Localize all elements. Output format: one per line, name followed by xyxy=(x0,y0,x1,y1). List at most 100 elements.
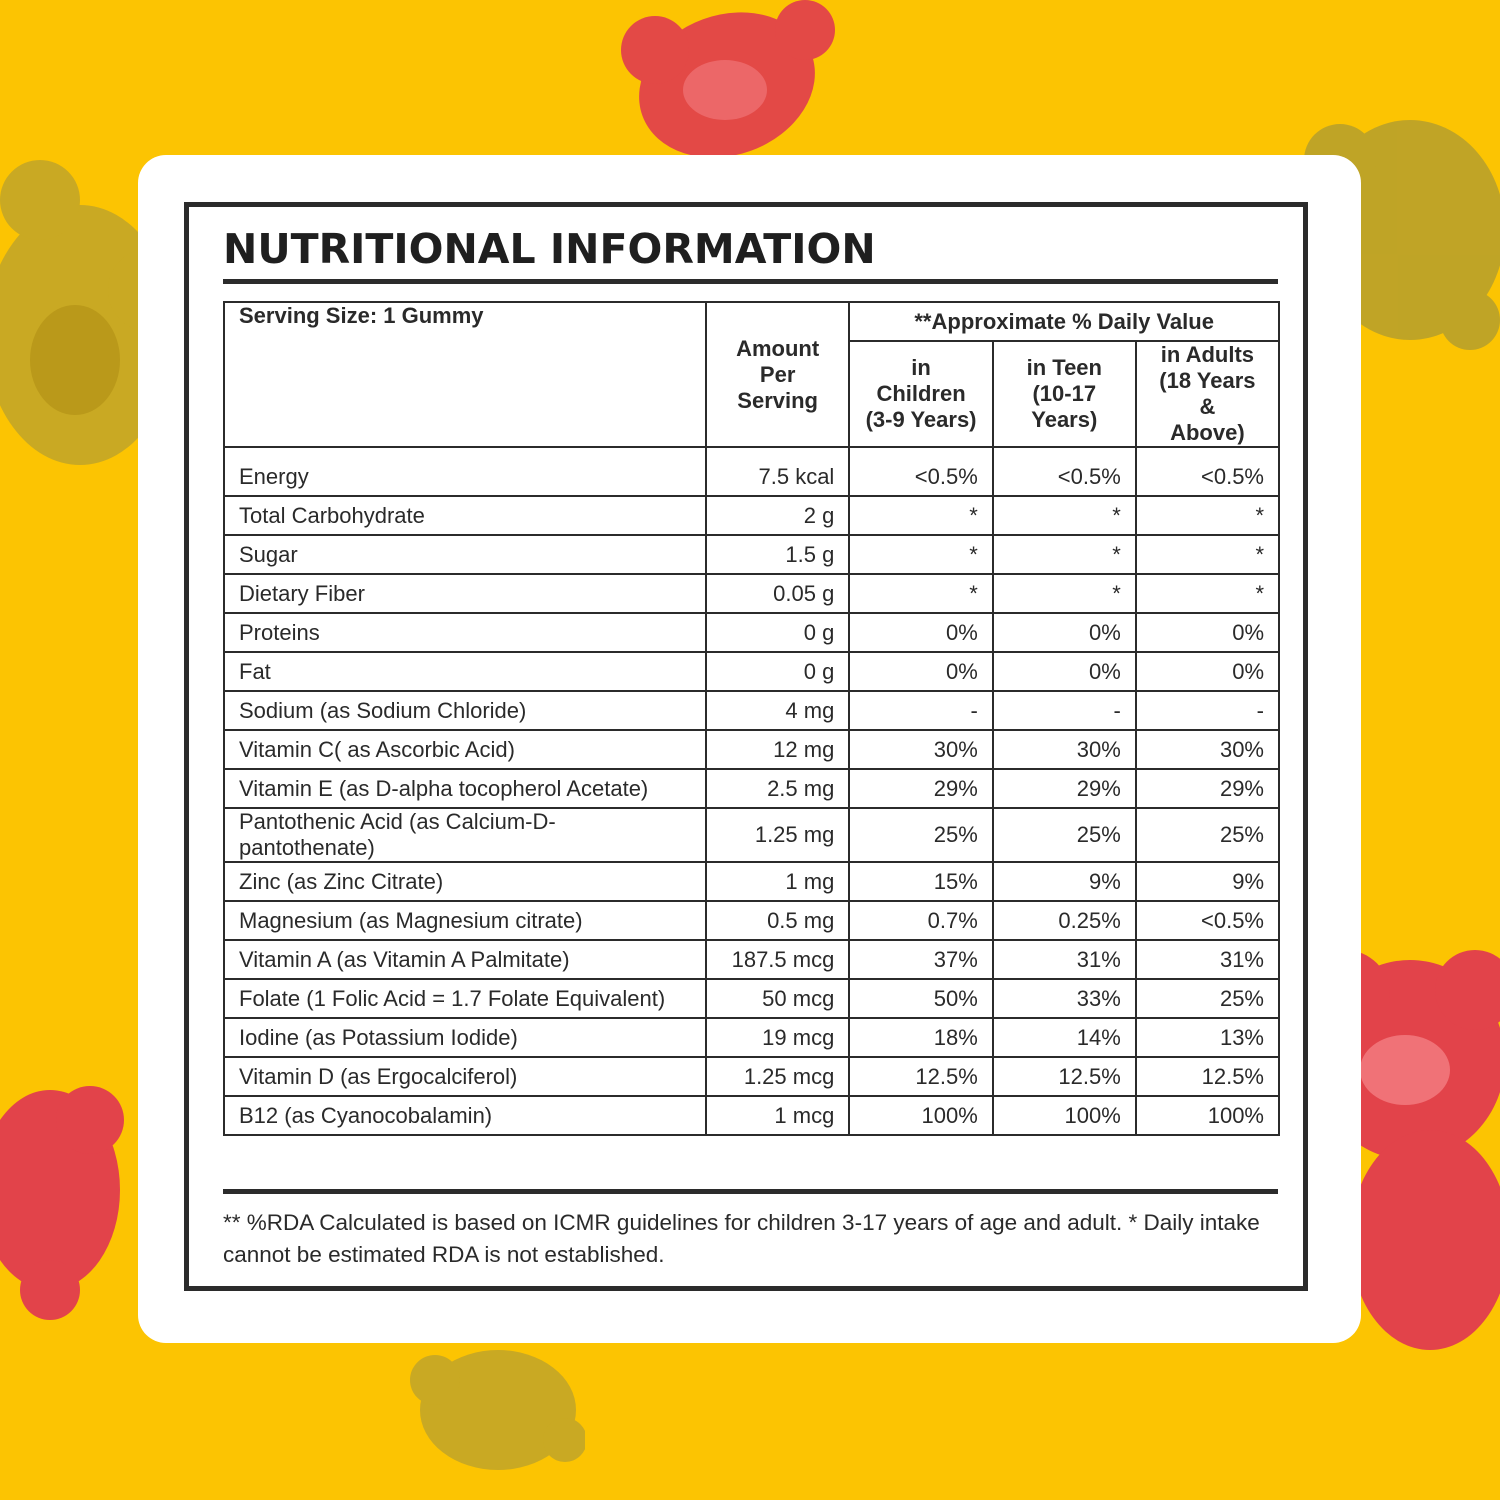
red-gummy-bear-icon xyxy=(621,0,835,158)
dv-adults: 25% xyxy=(1134,807,1281,863)
table-row: Proteins 0 g 0% 0% 0% xyxy=(223,612,1281,653)
nutrition-table: Serving Size: 1 Gummy Amount Per Serving … xyxy=(223,301,1281,1136)
daily-value-header: **Approximate % Daily Value xyxy=(848,301,1280,342)
nutrition-frame: NUTRITIONAL INFORMATION Serving Size: 1 … xyxy=(184,202,1308,1291)
table-row: Zinc (as Zinc Citrate) 1 mg 15% 9% 9% xyxy=(223,861,1281,902)
dv-adults: * xyxy=(1134,495,1281,536)
nutrient-name: Fat xyxy=(223,651,707,692)
teen-header: in Teen (10-17 Years) xyxy=(991,340,1137,448)
dv-teen: * xyxy=(991,495,1137,536)
serving-size: Serving Size: 1 Gummy xyxy=(223,301,707,448)
nutrient-name: Vitamin E (as D-alpha tocopherol Acetate… xyxy=(223,768,707,809)
nutrient-name: Magnesium (as Magnesium citrate) xyxy=(223,900,707,941)
table-row: Total Carbohydrate 2 g * * * xyxy=(223,495,1281,536)
dv-children: 18% xyxy=(848,1017,994,1058)
dv-adults: * xyxy=(1134,534,1281,575)
dv-teen: 0% xyxy=(991,651,1137,692)
amount-per-serving: 19 mcg xyxy=(704,1017,851,1058)
dv-adults: 29% xyxy=(1134,768,1281,809)
dv-teen: 0% xyxy=(991,612,1137,653)
dv-teen: * xyxy=(991,573,1137,614)
dv-teen: 14% xyxy=(991,1017,1137,1058)
red-gummy-bear-icon xyxy=(0,1086,124,1320)
table-row: Sugar 1.5 g * * * xyxy=(223,534,1281,575)
table-row: Energy 7.5 kcal <0.5% <0.5% <0.5% xyxy=(223,446,1281,497)
dv-children: 37% xyxy=(848,939,994,980)
amount-per-serving: 1.25 mcg xyxy=(704,1056,851,1097)
nutrient-name: Vitamin C( as Ascorbic Acid) xyxy=(223,729,707,770)
amount-per-serving: 0 g xyxy=(704,612,851,653)
amount-per-serving: 2 g xyxy=(704,495,851,536)
dv-children: 12.5% xyxy=(848,1056,994,1097)
dv-adults: 13% xyxy=(1134,1017,1281,1058)
table-row: Folate (1 Folic Acid = 1.7 Folate Equiva… xyxy=(223,978,1281,1019)
dv-teen: 0.25% xyxy=(991,900,1137,941)
amount-per-serving: 1 mcg xyxy=(704,1095,851,1136)
dv-children: 29% xyxy=(848,768,994,809)
amount-per-serving: 4 mg xyxy=(704,690,851,731)
dv-adults: * xyxy=(1134,573,1281,614)
dv-teen: 25% xyxy=(991,807,1137,863)
title-divider xyxy=(223,279,1278,284)
table-row: Vitamin E (as D-alpha tocopherol Acetate… xyxy=(223,768,1281,809)
dv-adults: 25% xyxy=(1134,978,1281,1019)
nutrient-name: Sodium (as Sodium Chloride) xyxy=(223,690,707,731)
footnote: ** %RDA Calculated is based on ICMR guid… xyxy=(223,1210,1260,1267)
table-row: Vitamin A (as Vitamin A Palmitate) 187.5 … xyxy=(223,939,1281,980)
dv-adults: 9% xyxy=(1134,861,1281,902)
nutrient-name: B12 (as Cyanocobalamin) xyxy=(223,1095,707,1136)
dv-adults: 0% xyxy=(1134,651,1281,692)
table-row: Iodine (as Potassium Iodide) 19 mcg 18% 14%… xyxy=(223,1017,1281,1058)
nutrient-name: Total Carbohydrate xyxy=(223,495,707,536)
table-row: B12 (as Cyanocobalamin) 1 mcg 100% 100% 100% xyxy=(223,1095,1281,1136)
dv-teen: 29% xyxy=(991,768,1137,809)
dv-children: * xyxy=(848,573,994,614)
dv-teen: 9% xyxy=(991,861,1137,902)
dv-teen: 12.5% xyxy=(991,1056,1137,1097)
nutrient-name: Zinc (as Zinc Citrate) xyxy=(223,861,707,902)
amount-per-serving: 0.5 mg xyxy=(704,900,851,941)
nutrient-name: Vitamin D (as Ergocalciferol) xyxy=(223,1056,707,1097)
dv-children: - xyxy=(848,690,994,731)
amount-header: Amount Per Serving xyxy=(704,301,851,448)
dv-children: 100% xyxy=(848,1095,994,1136)
dv-teen: 100% xyxy=(991,1095,1137,1136)
dv-children: 50% xyxy=(848,978,994,1019)
nutrient-name: Sugar xyxy=(223,534,707,575)
table-row: Magnesium (as Magnesium citrate) 0.5 mg 0.… xyxy=(223,900,1281,941)
nutrient-name: Iodine (as Potassium Iodide) xyxy=(223,1017,707,1058)
red-gummy-bear-icon xyxy=(1300,950,1500,1350)
amount-per-serving: 1 mg xyxy=(704,861,851,902)
dv-children: 30% xyxy=(848,729,994,770)
dv-teen: 31% xyxy=(991,939,1137,980)
dv-adults: 12.5% xyxy=(1134,1056,1281,1097)
children-header: in Children (3-9 Years) xyxy=(848,340,994,448)
dv-adults: 31% xyxy=(1134,939,1281,980)
amount-per-serving: 0.05 g xyxy=(704,573,851,614)
dv-children: 0% xyxy=(848,651,994,692)
adults-header: in Adults (18 Years & Above) xyxy=(1134,340,1281,448)
amount-per-serving: 12 mg xyxy=(704,729,851,770)
amount-per-serving: 1.25 mg xyxy=(704,807,851,863)
page-title: NUTRITIONAL INFORMATION xyxy=(223,225,876,273)
nutrient-name: Folate (1 Folic Acid = 1.7 Folate Equiva… xyxy=(223,978,707,1019)
dv-children: <0.5% xyxy=(848,446,994,497)
nutrition-card: NUTRITIONAL INFORMATION Serving Size: 1 … xyxy=(138,155,1361,1343)
dv-teen: 30% xyxy=(991,729,1137,770)
dv-teen: * xyxy=(991,534,1137,575)
gold-gummy-bear-icon xyxy=(410,1350,585,1470)
dv-teen: - xyxy=(991,690,1137,731)
amount-per-serving: 0 g xyxy=(704,651,851,692)
footnote-divider xyxy=(223,1189,1278,1194)
table-row: Sodium (as Sodium Chloride) 4 mg - - - xyxy=(223,690,1281,731)
nutrient-name: Pantothenic Acid (as Calcium-D-pantothen… xyxy=(223,807,707,863)
amount-per-serving: 187.5 mcg xyxy=(704,939,851,980)
amount-per-serving: 50 mcg xyxy=(704,978,851,1019)
amount-per-serving: 1.5 g xyxy=(704,534,851,575)
dv-adults: 100% xyxy=(1134,1095,1281,1136)
dv-teen: 33% xyxy=(991,978,1137,1019)
table-row: Vitamin D (as Ergocalciferol) 1.25 mcg 12.… xyxy=(223,1056,1281,1097)
dv-children: 0.7% xyxy=(848,900,994,941)
nutrient-name: Proteins xyxy=(223,612,707,653)
dv-adults: - xyxy=(1134,690,1281,731)
